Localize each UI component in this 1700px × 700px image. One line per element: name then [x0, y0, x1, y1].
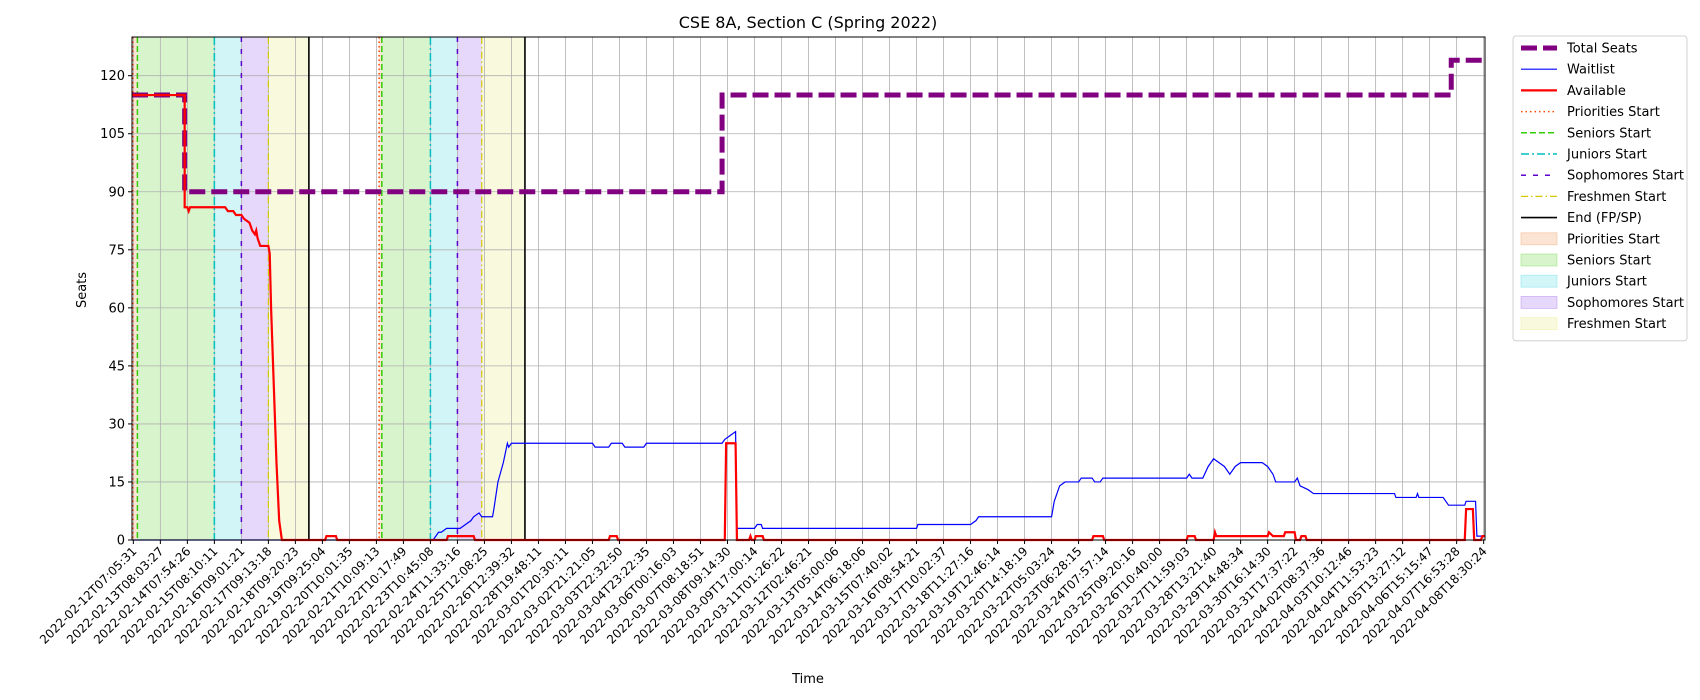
y-tick-label: 0 — [117, 534, 125, 549]
y-tick-label: 90 — [108, 185, 125, 200]
shaded-period — [381, 37, 431, 540]
series-lines — [132, 57, 1485, 542]
y-tick-label: 105 — [100, 127, 125, 142]
y-tick-label: 75 — [108, 243, 125, 258]
legend-label: Freshmen Start — [1567, 317, 1666, 332]
legend-label: End (FP/SP) — [1567, 211, 1642, 226]
legend-patch-swatch — [1520, 295, 1558, 309]
legend-label: Priorities Start — [1567, 105, 1660, 120]
legend-patch-swatch — [1520, 253, 1558, 267]
shaded-period — [379, 37, 382, 540]
legend-frame — [1512, 35, 1688, 342]
x-axis-label: Time — [791, 672, 824, 687]
legend-patch-swatch — [1520, 232, 1558, 246]
legend-label: Total Seats — [1566, 42, 1638, 57]
legend-label: Priorities Start — [1567, 232, 1660, 247]
grid-lines — [132, 37, 1485, 541]
y-tick-label: 15 — [108, 475, 125, 490]
legend: Total Seats Waitlist Available Priorities S… — [1512, 35, 1688, 342]
legend-label: Sophomores Start — [1567, 169, 1684, 184]
shaded-period — [481, 37, 525, 540]
shaded-period — [214, 37, 242, 540]
y-axis-label: Seats — [75, 272, 90, 308]
legend-label: Juniors Start — [1566, 275, 1647, 290]
legend-label: Freshmen Start — [1567, 190, 1666, 205]
shaded-periods — [132, 37, 525, 540]
shaded-period — [132, 37, 138, 540]
legend-label: Available — [1567, 84, 1626, 99]
shaded-period — [430, 37, 458, 540]
shaded-period — [137, 37, 215, 540]
legend-label: Seniors Start — [1567, 126, 1651, 141]
shaded-period — [268, 37, 309, 540]
chart-title: CSE 8A, Section C (Spring 2022) — [679, 13, 938, 32]
legend-label: Waitlist — [1567, 63, 1615, 78]
legend-label: Seniors Start — [1567, 254, 1651, 269]
legend-label: Sophomores Start — [1567, 296, 1684, 311]
y-tick-label: 60 — [108, 301, 125, 316]
milestone-lines — [132, 37, 526, 540]
y-tick-label: 120 — [100, 69, 125, 84]
y-tick-label: 30 — [108, 417, 125, 432]
y-tick-label: 45 — [108, 359, 125, 374]
legend-label: Juniors Start — [1566, 148, 1647, 163]
legend-patch-swatch — [1520, 274, 1558, 288]
legend-patch-swatch — [1520, 317, 1558, 331]
series-line-available — [132, 93, 1485, 542]
series-line-waitlist — [132, 430, 1485, 541]
shaded-period — [241, 37, 269, 540]
shaded-period — [457, 37, 482, 540]
y-axis-ticks: 0 15 30 45 60 75 90 105 120 — [100, 69, 132, 549]
